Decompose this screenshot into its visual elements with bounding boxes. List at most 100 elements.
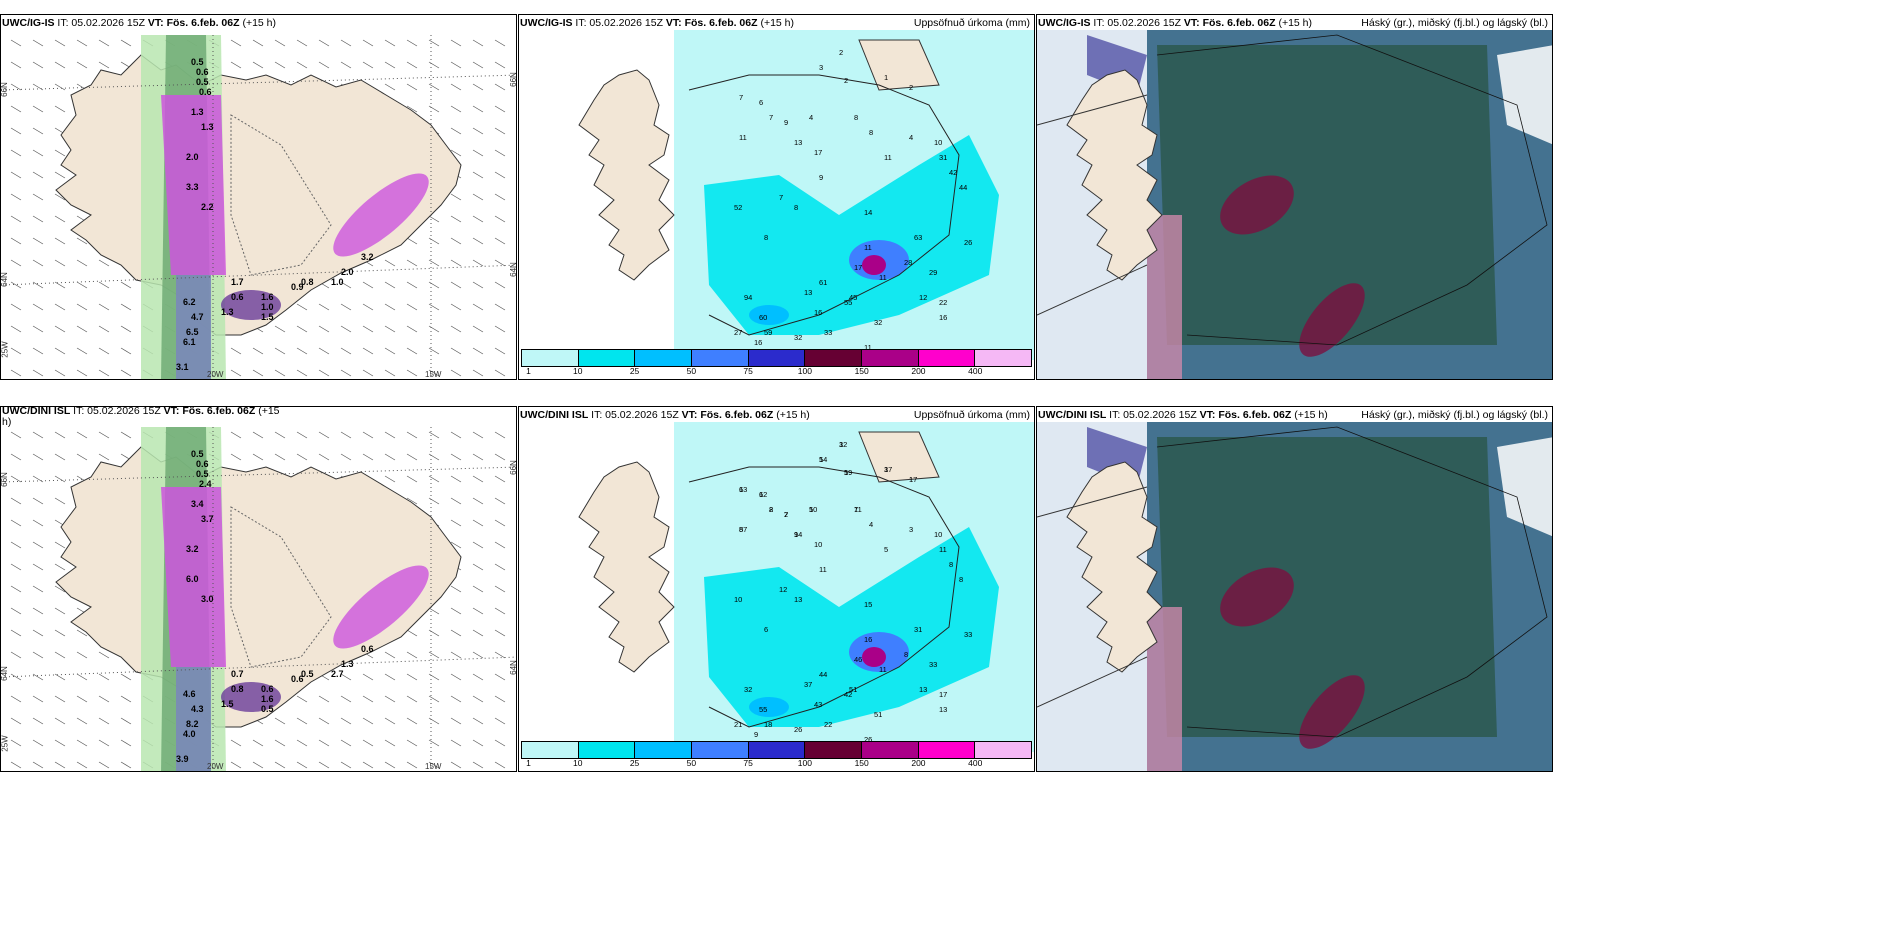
precip-value-label: 0.6 [196, 67, 209, 77]
wind-barb [296, 303, 308, 311]
wind-barb [406, 347, 418, 355]
precip-total-label: 14 [819, 455, 827, 464]
wind-barb [296, 695, 308, 703]
wind-barb [76, 761, 88, 769]
wind-barb [494, 497, 506, 505]
wind-barb [10, 475, 22, 483]
wind-barb [340, 717, 352, 725]
precip-total-label: 8 [769, 505, 773, 514]
wind-barb [494, 585, 506, 593]
wind-barb [10, 171, 22, 179]
wind-barb [10, 717, 22, 725]
wind-barb [76, 739, 88, 747]
precip-total-label: 7 [779, 193, 783, 202]
precip-total-label: 7 [854, 505, 858, 514]
wind-barb [494, 61, 506, 69]
wind-barb [98, 761, 110, 769]
forecast-offset: (+15 [258, 406, 280, 417]
valid-time: Fös. 6.feb. 06Z [700, 409, 774, 421]
map-panel-bottom-middle: UWC/DINI ISL IT: 05.02.2026 15Z VT: Fös.… [518, 406, 1035, 772]
panel-title: Uppsöfnuð úrkoma (mm) [913, 17, 1030, 29]
wind-barb [120, 673, 132, 681]
legend-tick-label: 75 [743, 366, 753, 376]
wind-barb [10, 695, 22, 703]
wind-barb [10, 281, 22, 289]
init-time: IT: 05.02.2026 15Z [575, 17, 663, 29]
forecast-offset: (+15 h) [1294, 409, 1328, 421]
precip-total-label: 19 [844, 468, 852, 477]
wind-barb [406, 369, 418, 377]
lon-label-20w: 20W [207, 762, 224, 771]
wind-barb [384, 651, 396, 659]
wind-barb [450, 607, 462, 615]
precip-total-label: 33 [824, 328, 832, 337]
wind-barb [472, 453, 484, 461]
precip-area-cyan [704, 527, 999, 727]
wind-precip-map: 0.50.60.52.43.43.73.26.03.04.68.24.03.94… [1, 427, 516, 771]
forecast-offset: (+15 h) [760, 17, 795, 29]
wind-barb [340, 39, 352, 47]
wind-barb [318, 453, 330, 461]
map-panel-top-right: UWC/IG-IS IT: 05.02.2026 15Z VT: Fös. 6.… [1036, 14, 1553, 380]
wind-barb [274, 761, 286, 769]
wind-barb [406, 105, 418, 113]
wind-barb [296, 431, 308, 439]
precip-legend: 1 10 25 50 75 100 150 200 400 [521, 349, 1032, 377]
wind-barb [428, 347, 440, 355]
panel-title: Uppsöfnuð úrkoma (mm) [913, 409, 1030, 421]
wind-barb [450, 83, 462, 91]
wind-barb [362, 39, 374, 47]
precip-value-label: 1.7 [231, 277, 244, 287]
wind-barb [32, 325, 44, 333]
precip-total-label: 37 [804, 680, 812, 689]
precip-total-label: 17 [884, 465, 892, 474]
wind-barb [54, 695, 66, 703]
precip-total-label: 27 [734, 328, 742, 337]
precip-total-label: 21 [734, 720, 742, 729]
wind-barb [384, 347, 396, 355]
wind-barb [32, 541, 44, 549]
legend-swatch [975, 742, 1032, 758]
precip-total-label: 22 [939, 298, 947, 307]
legend-swatch [805, 350, 863, 366]
wind-barb [252, 739, 264, 747]
wind-barb [10, 739, 22, 747]
wind-barb [98, 651, 110, 659]
wind-barb [274, 739, 286, 747]
wind-barb [54, 149, 66, 157]
wind-barb [54, 541, 66, 549]
precip-value-label: 4.7 [191, 312, 204, 322]
wind-barb [10, 541, 22, 549]
legend-swatch [748, 742, 806, 758]
wind-barb [384, 475, 396, 483]
precip-total-label: 4 [909, 133, 913, 142]
wind-barb [76, 431, 88, 439]
wind-barb [76, 303, 88, 311]
wind-barb [340, 453, 352, 461]
wind-barb [230, 739, 242, 747]
wind-barb [318, 717, 330, 725]
wind-barb [494, 105, 506, 113]
wind-barb [76, 673, 88, 681]
legend-swatch [805, 742, 863, 758]
high-cloud-core-south [1299, 675, 1365, 749]
precip-total-label: 63 [914, 233, 922, 242]
wind-barb [362, 61, 374, 69]
wind-barb [428, 695, 440, 703]
wind-barb [494, 739, 506, 747]
precip-total-label: 11 [879, 665, 887, 674]
wind-barb [230, 61, 242, 69]
legend-tick-label: 100 [797, 366, 812, 376]
precip-value-label: 0.5 [196, 469, 209, 479]
precip-total-label: 11 [879, 273, 887, 282]
wind-barb [274, 717, 286, 725]
precip-value-label: 2.0 [186, 152, 199, 162]
wind-barb [76, 237, 88, 245]
wind-barb [274, 347, 286, 355]
wind-barb [450, 475, 462, 483]
wind-barb [384, 453, 396, 461]
wind-barb [230, 431, 242, 439]
wind-barb [384, 717, 396, 725]
precip-value-label: 4.0 [183, 729, 196, 739]
